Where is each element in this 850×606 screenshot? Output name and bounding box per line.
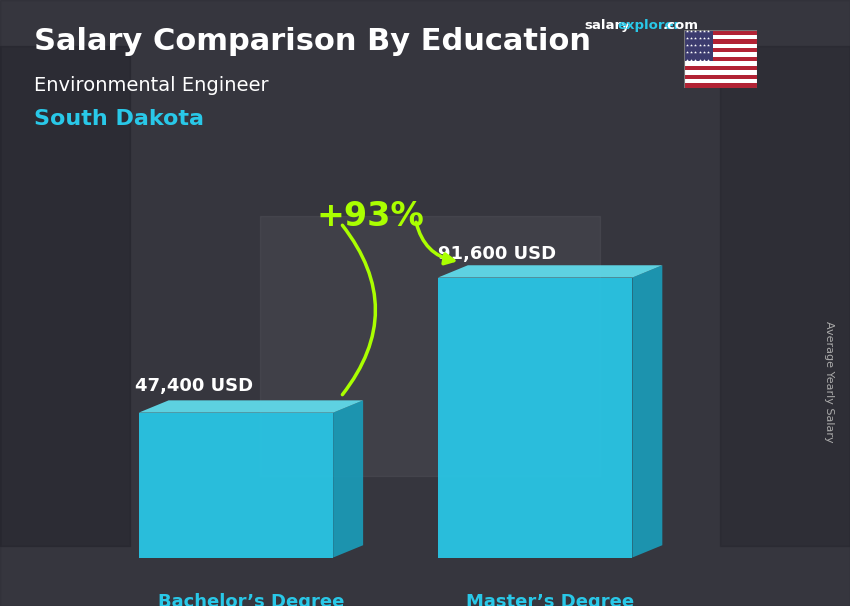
Text: Environmental Engineer: Environmental Engineer [34, 76, 269, 95]
Text: Average Yearly Salary: Average Yearly Salary [824, 321, 834, 442]
Text: 47,400 USD: 47,400 USD [135, 377, 253, 395]
Text: Salary Comparison By Education: Salary Comparison By Education [34, 27, 591, 56]
Polygon shape [632, 265, 662, 558]
Bar [684, 65, 756, 70]
Bar [720, 46, 850, 546]
FancyArrowPatch shape [416, 222, 454, 264]
Bar [684, 61, 756, 65]
Bar [684, 53, 756, 57]
Polygon shape [438, 265, 662, 278]
Bar [684, 35, 756, 39]
Bar [684, 44, 756, 48]
Bar [684, 84, 756, 88]
Text: salary: salary [585, 19, 631, 32]
Bar [0, 46, 130, 546]
Text: .com: .com [662, 19, 698, 32]
Bar [684, 75, 756, 79]
Text: South Dakota: South Dakota [34, 109, 204, 129]
FancyArrowPatch shape [343, 225, 376, 395]
Bar [684, 57, 756, 61]
Text: explorer: explorer [617, 19, 680, 32]
Bar [684, 79, 756, 84]
Bar [260, 216, 600, 476]
Bar [684, 70, 756, 75]
Text: +93%: +93% [317, 199, 424, 233]
Polygon shape [438, 278, 632, 558]
Text: 91,600 USD: 91,600 USD [438, 245, 556, 264]
Bar [684, 48, 756, 53]
Bar [684, 30, 713, 61]
Polygon shape [139, 401, 363, 413]
Text: Bachelor’s Degree: Bachelor’s Degree [158, 593, 344, 606]
Bar [684, 30, 756, 35]
Bar [684, 39, 756, 44]
Text: Master’s Degree: Master’s Degree [466, 593, 634, 606]
Polygon shape [333, 401, 363, 558]
Polygon shape [139, 413, 333, 558]
